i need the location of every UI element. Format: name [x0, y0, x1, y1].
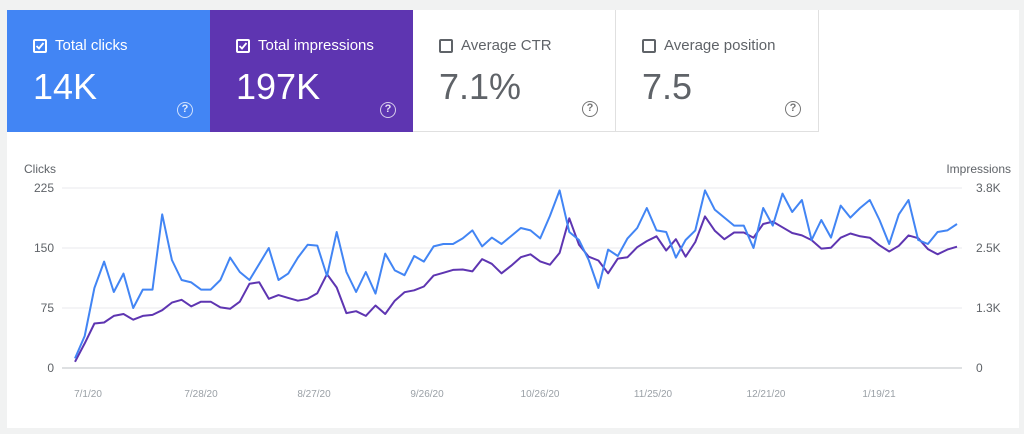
left-axis-label: Clicks	[24, 162, 56, 176]
x-tick-label: 12/21/20	[747, 389, 786, 400]
performance-panel: Total clicks 14K ? Total impressions 197…	[7, 10, 1019, 428]
left-tick-label: 75	[41, 301, 55, 315]
checkbox-checked-icon[interactable]	[33, 39, 47, 53]
total-clicks-label: Total clicks	[55, 37, 128, 54]
left-tick-label: 225	[34, 181, 54, 195]
metric-cards: Total clicks 14K ? Total impressions 197…	[7, 10, 819, 132]
left-tick-label: 0	[47, 361, 54, 375]
checkbox-unchecked-icon[interactable]	[439, 39, 453, 53]
x-tick-label: 9/26/20	[410, 389, 444, 400]
average-position-value: 7.5	[642, 66, 693, 107]
average-position-label: Average position	[664, 37, 776, 54]
total-impressions-card[interactable]: Total impressions 197K ?	[210, 10, 413, 132]
x-tick-label: 7/1/20	[74, 389, 102, 400]
impressions-series-line	[74, 215, 958, 363]
average-ctr-value: 7.1%	[439, 66, 522, 107]
right-tick-label: 2.5K	[976, 241, 1001, 255]
help-icon[interactable]: ?	[380, 102, 396, 118]
checkbox-unchecked-icon[interactable]	[642, 39, 656, 53]
right-axis-label: Impressions	[946, 162, 1011, 176]
average-position-card[interactable]: Average position 7.5 ?	[616, 10, 819, 132]
total-clicks-card[interactable]: Total clicks 14K ?	[7, 10, 210, 132]
average-ctr-label: Average CTR	[461, 37, 552, 54]
x-tick-label: 10/26/20	[521, 389, 560, 400]
help-icon[interactable]: ?	[785, 101, 801, 117]
total-clicks-value: 14K	[33, 66, 98, 107]
help-icon[interactable]: ?	[177, 102, 193, 118]
checkbox-checked-icon[interactable]	[236, 39, 250, 53]
x-tick-label: 8/27/20	[297, 389, 331, 400]
help-icon[interactable]: ?	[582, 101, 598, 117]
right-tick-label: 3.8K	[976, 181, 1001, 195]
right-tick-label: 1.3K	[976, 301, 1001, 315]
average-ctr-card[interactable]: Average CTR 7.1% ?	[413, 10, 616, 132]
total-impressions-label: Total impressions	[258, 37, 374, 54]
total-impressions-value: 197K	[236, 66, 321, 107]
right-tick-label: 0	[976, 361, 983, 375]
left-tick-label: 150	[34, 241, 54, 255]
x-tick-label: 7/28/20	[184, 389, 218, 400]
x-tick-label: 11/25/20	[634, 389, 673, 400]
clicks-series-line	[74, 189, 958, 359]
x-tick-label: 1/19/21	[862, 389, 896, 400]
